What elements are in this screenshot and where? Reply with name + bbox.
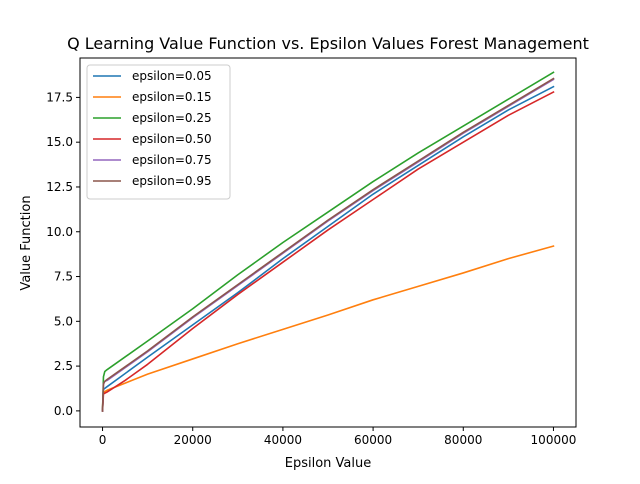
series-line-0 bbox=[101, 85, 555, 412]
legend-label: epsilon=0.50 bbox=[132, 132, 212, 146]
series-line-3 bbox=[101, 90, 555, 412]
legend: epsilon=0.05 epsilon=0.15 epsilon=0.25 epsi… bbox=[86, 64, 231, 200]
legend-label: epsilon=0.95 bbox=[132, 174, 212, 188]
x-axis-label: Epsilon Value bbox=[285, 456, 372, 471]
y-tick-label: 17.5 bbox=[46, 90, 73, 104]
legend-label: epsilon=0.15 bbox=[132, 90, 212, 104]
x-tick-label: 60000 bbox=[354, 433, 392, 447]
y-tick-label: 15.0 bbox=[46, 135, 73, 149]
legend-box bbox=[86, 64, 231, 200]
y-tick-label: 0.0 bbox=[54, 404, 73, 418]
series-line-1 bbox=[101, 245, 555, 412]
x-tick-label: 80000 bbox=[444, 433, 482, 447]
plot-area bbox=[101, 71, 555, 412]
legend-label: epsilon=0.25 bbox=[132, 111, 212, 125]
chart-title: Q Learning Value Function vs. Epsilon Va… bbox=[67, 34, 589, 53]
legend-label: epsilon=0.75 bbox=[132, 153, 212, 167]
y-tick-label: 12.5 bbox=[46, 180, 73, 194]
x-tick-label: 0 bbox=[99, 433, 107, 447]
y-tick-label: 5.0 bbox=[54, 314, 73, 328]
y-tick-label: 10.0 bbox=[46, 225, 73, 239]
axes: 0 20000 40000 60000 80000 100000 0.0 2.5 5.0 7.5 1… bbox=[46, 57, 577, 447]
y-tick-label: 7.5 bbox=[54, 270, 73, 284]
x-tick-label: 20000 bbox=[174, 433, 212, 447]
legend-label: epsilon=0.05 bbox=[132, 69, 212, 83]
axes-frame bbox=[79, 57, 577, 428]
x-tick-label: 40000 bbox=[264, 433, 302, 447]
series-line-5 bbox=[101, 77, 555, 412]
x-tick-label: 100000 bbox=[531, 433, 577, 447]
series-line-2 bbox=[101, 71, 555, 412]
series-lines bbox=[101, 71, 555, 412]
y-tick-label: 2.5 bbox=[54, 359, 73, 373]
y-axis-label: Value Function bbox=[19, 195, 34, 290]
